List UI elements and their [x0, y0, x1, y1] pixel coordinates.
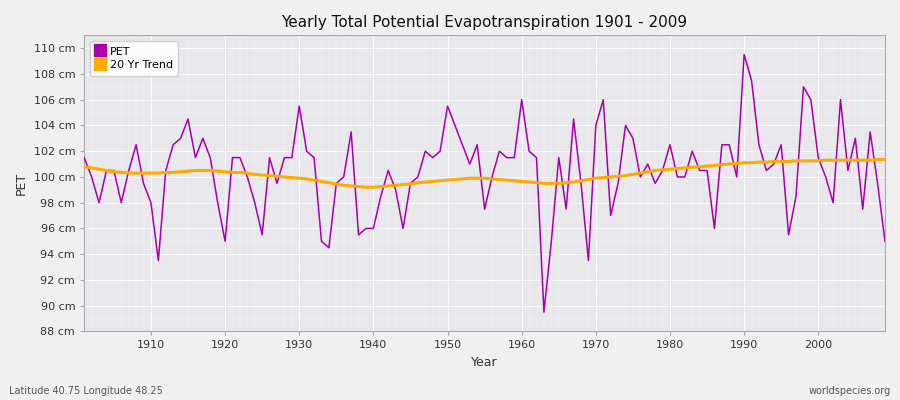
- X-axis label: Year: Year: [472, 356, 498, 369]
- PET: [879, 239, 890, 244]
- PET: [538, 310, 549, 314]
- 20 Yr Trend: [346, 184, 356, 188]
- Y-axis label: PET: PET: [15, 172, 28, 195]
- 20 Yr Trend: [613, 174, 624, 179]
- 20 Yr Trend: [872, 157, 883, 162]
- 20 Yr Trend: [524, 180, 535, 184]
- 20 Yr Trend: [138, 171, 148, 176]
- 20 Yr Trend: [361, 185, 372, 190]
- 20 Yr Trend: [517, 179, 527, 184]
- Line: PET: PET: [85, 55, 885, 312]
- 20 Yr Trend: [879, 157, 890, 162]
- PET: [79, 155, 90, 160]
- PET: [739, 52, 750, 57]
- Title: Yearly Total Potential Evapotranspiration 1901 - 2009: Yearly Total Potential Evapotranspiratio…: [282, 15, 688, 30]
- Text: worldspecies.org: worldspecies.org: [809, 386, 891, 396]
- PET: [138, 181, 148, 186]
- PET: [508, 155, 519, 160]
- 20 Yr Trend: [302, 176, 312, 181]
- PET: [517, 97, 527, 102]
- PET: [613, 181, 624, 186]
- 20 Yr Trend: [79, 164, 90, 169]
- Legend: PET, 20 Yr Trend: PET, 20 Yr Trend: [90, 41, 178, 76]
- Line: 20 Yr Trend: 20 Yr Trend: [85, 160, 885, 187]
- Text: Latitude 40.75 Longitude 48.25: Latitude 40.75 Longitude 48.25: [9, 386, 163, 396]
- PET: [346, 130, 356, 134]
- PET: [302, 149, 312, 154]
